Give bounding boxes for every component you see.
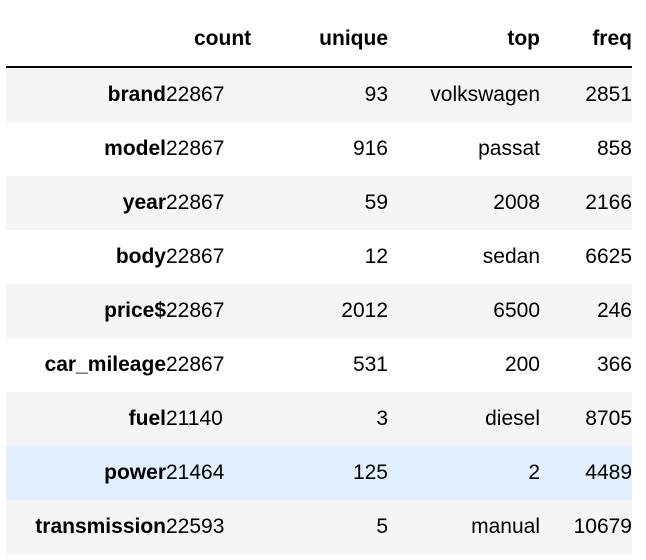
count-cell: 22867 bbox=[166, 191, 225, 214]
count-cell: 22867 bbox=[166, 83, 225, 106]
unique-cell: 125 bbox=[352, 461, 388, 484]
unique-cell: 3 bbox=[376, 407, 388, 430]
header-top: top bbox=[388, 12, 540, 68]
header-index bbox=[6, 12, 166, 68]
unique-cell: 59 bbox=[364, 191, 388, 214]
top-cell: 2 bbox=[528, 461, 540, 484]
freq-cell: 4489 bbox=[585, 461, 632, 484]
count-cell: 22593 bbox=[166, 515, 225, 538]
count-cell: 22867 bbox=[166, 299, 225, 322]
table-row: transmission 22593 5 manual 10679 bbox=[6, 500, 632, 554]
freq-cell: 2166 bbox=[585, 191, 632, 214]
table-row: car_mileage 22867 531 200 366 bbox=[6, 338, 632, 392]
row-label: fuel bbox=[128, 407, 166, 430]
top-cell: volkswagen bbox=[430, 83, 540, 106]
table-row: body 22867 12 sedan 6625 bbox=[6, 230, 632, 284]
count-cell: 21464 bbox=[166, 461, 225, 484]
top-cell: 2008 bbox=[493, 191, 540, 214]
top-cell: passat bbox=[478, 137, 540, 160]
describe-table: count unique top freq brand 22867 93 vol… bbox=[6, 12, 632, 554]
unique-cell: 93 bbox=[364, 83, 388, 106]
freq-cell: 6625 bbox=[585, 245, 632, 268]
table-row-highlighted: power 21464 125 2 4489 bbox=[6, 446, 632, 500]
unique-cell: 916 bbox=[352, 137, 388, 160]
table-body: brand 22867 93 volkswagen 2851 model 228… bbox=[6, 67, 632, 554]
row-label: body bbox=[115, 245, 166, 268]
unique-cell: 531 bbox=[352, 353, 388, 376]
table-row: price$ 22867 2012 6500 246 bbox=[6, 284, 632, 338]
row-label: transmission bbox=[35, 515, 166, 538]
count-cell: 22867 bbox=[166, 353, 225, 376]
freq-cell: 366 bbox=[596, 353, 632, 376]
row-label: car_mileage bbox=[44, 353, 166, 376]
freq-cell: 858 bbox=[596, 137, 632, 160]
top-cell: diesel bbox=[485, 407, 540, 430]
top-cell: 200 bbox=[504, 353, 540, 376]
row-label: power bbox=[104, 461, 166, 484]
unique-cell: 5 bbox=[376, 515, 388, 538]
header-unique: unique bbox=[286, 12, 388, 68]
table-row: brand 22867 93 volkswagen 2851 bbox=[6, 67, 632, 122]
table-header: count unique top freq bbox=[6, 12, 632, 68]
count-cell: 22867 bbox=[166, 245, 225, 268]
count-cell: 21140 bbox=[166, 407, 223, 430]
unique-cell: 2012 bbox=[341, 299, 388, 322]
table-row: model 22867 916 passat 858 bbox=[6, 122, 632, 176]
count-cell: 22867 bbox=[166, 137, 225, 160]
top-cell: manual bbox=[471, 515, 540, 538]
freq-cell: 10679 bbox=[573, 515, 632, 538]
table-row: fuel 21140 3 diesel 8705 bbox=[6, 392, 632, 446]
row-label: year bbox=[122, 191, 166, 214]
row-label: model bbox=[104, 137, 166, 160]
row-label: price$ bbox=[104, 299, 166, 322]
header-freq: freq bbox=[540, 12, 632, 68]
freq-cell: 8705 bbox=[585, 407, 632, 430]
top-cell: 6500 bbox=[493, 299, 540, 322]
top-cell: sedan bbox=[482, 245, 540, 268]
header-row: count unique top freq bbox=[6, 12, 632, 68]
table-row: year 22867 59 2008 2166 bbox=[6, 176, 632, 230]
freq-cell: 246 bbox=[596, 299, 632, 322]
unique-cell: 12 bbox=[364, 245, 388, 268]
row-label: brand bbox=[107, 83, 166, 106]
header-count: count bbox=[166, 12, 286, 68]
freq-cell: 2851 bbox=[585, 83, 632, 106]
